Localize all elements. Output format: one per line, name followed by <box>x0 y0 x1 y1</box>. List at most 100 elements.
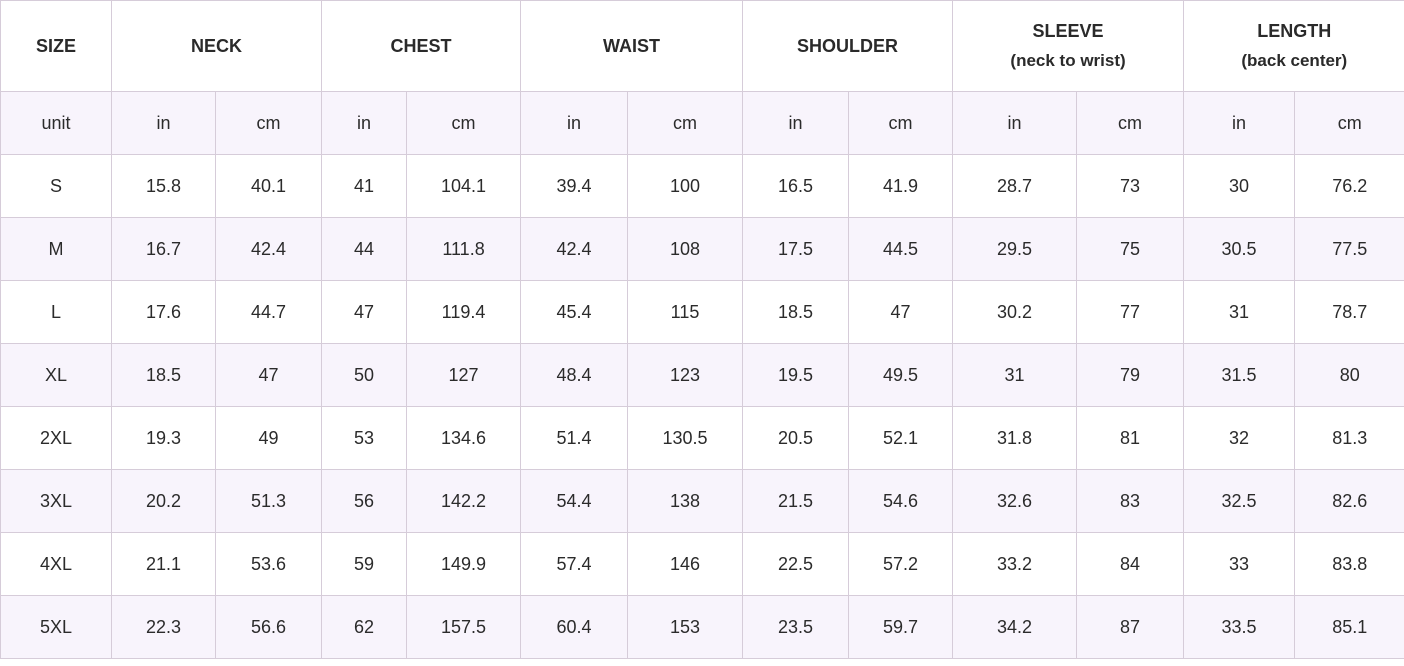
measurement-cell: 45.4 <box>520 280 629 344</box>
measurement-cell: 157.5 <box>406 595 522 659</box>
unit-cm: cm <box>1294 91 1404 155</box>
measurement-cell: 47 <box>214 343 323 407</box>
header-length: LENGTH (back center) <box>1183 0 1404 92</box>
measurement-cell: 18.5 <box>742 280 850 344</box>
table-row: 4XL 21.1 53.6 59 149.9 57.4 146 22.5 57.2 33.2 84 3… <box>0 532 1404 596</box>
measurement-cell: 19.3 <box>111 406 216 470</box>
measurement-cell: 21.1 <box>111 532 216 596</box>
unit-in: in <box>111 91 216 155</box>
size-cell: XL <box>0 343 112 407</box>
size-cell: 4XL <box>0 532 112 596</box>
measurement-cell: 81 <box>1076 406 1185 470</box>
measurement-cell: 49.5 <box>848 343 954 407</box>
unit-label: unit <box>0 91 112 155</box>
measurement-cell: 52.1 <box>848 406 954 470</box>
measurement-cell: 31.8 <box>952 406 1078 470</box>
measurement-cell: 73 <box>1076 154 1185 218</box>
measurement-cell: 33.2 <box>952 532 1078 596</box>
measurement-cell: 41 <box>321 154 408 218</box>
measurement-cell: 81.3 <box>1294 406 1404 470</box>
unit-row: unit in cm in cm in cm in cm in cm in cm <box>0 91 1404 155</box>
unit-cm: cm <box>848 91 954 155</box>
header-sleeve-subtitle: (neck to wrist) <box>1010 51 1126 70</box>
measurement-cell: 104.1 <box>406 154 522 218</box>
measurement-cell: 42.4 <box>520 217 629 281</box>
measurement-cell: 142.2 <box>406 469 522 533</box>
measurement-cell: 20.5 <box>742 406 850 470</box>
measurement-cell: 123 <box>627 343 744 407</box>
measurement-cell: 134.6 <box>406 406 522 470</box>
measurement-cell: 83.8 <box>1294 532 1404 596</box>
table-row: L 17.6 44.7 47 119.4 45.4 115 18.5 47 30.2 77 31 78.… <box>0 280 1404 344</box>
measurement-cell: 33.5 <box>1183 595 1296 659</box>
measurement-cell: 54.4 <box>520 469 629 533</box>
measurement-cell: 47 <box>321 280 408 344</box>
measurement-cell: 16.5 <box>742 154 850 218</box>
unit-in: in <box>742 91 850 155</box>
measurement-cell: 17.6 <box>111 280 216 344</box>
measurement-cell: 47 <box>848 280 954 344</box>
measurement-cell: 77 <box>1076 280 1185 344</box>
measurement-cell: 85.1 <box>1294 595 1404 659</box>
unit-in: in <box>1183 91 1296 155</box>
measurement-cell: 30.5 <box>1183 217 1296 281</box>
header-chest: CHEST <box>321 0 522 92</box>
measurement-cell: 41.9 <box>848 154 954 218</box>
size-cell: L <box>0 280 112 344</box>
header-size: SIZE <box>0 0 112 92</box>
measurement-cell: 75 <box>1076 217 1185 281</box>
measurement-cell: 80 <box>1294 343 1404 407</box>
measurement-cell: 31.5 <box>1183 343 1296 407</box>
measurement-cell: 111.8 <box>406 217 522 281</box>
measurement-cell: 77.5 <box>1294 217 1404 281</box>
measurement-cell: 60.4 <box>520 595 629 659</box>
unit-cm: cm <box>406 91 522 155</box>
measurement-cell: 130.5 <box>627 406 744 470</box>
table-row: S 15.8 40.1 41 104.1 39.4 100 16.5 41.9 28.7 73 30 7… <box>0 154 1404 218</box>
size-cell: 3XL <box>0 469 112 533</box>
measurement-cell: 34.2 <box>952 595 1078 659</box>
measurement-cell: 29.5 <box>952 217 1078 281</box>
measurement-cell: 30.2 <box>952 280 1078 344</box>
measurement-cell: 39.4 <box>520 154 629 218</box>
measurement-cell: 115 <box>627 280 744 344</box>
measurement-cell: 15.8 <box>111 154 216 218</box>
measurement-cell: 84 <box>1076 532 1185 596</box>
header-sleeve: SLEEVE (neck to wrist) <box>952 0 1185 92</box>
measurement-cell: 31 <box>952 343 1078 407</box>
measurement-cell: 76.2 <box>1294 154 1404 218</box>
measurement-cell: 31 <box>1183 280 1296 344</box>
header-waist: WAIST <box>520 0 744 92</box>
measurement-cell: 18.5 <box>111 343 216 407</box>
measurement-cell: 79 <box>1076 343 1185 407</box>
table-body: unit in cm in cm in cm in cm in cm in cm… <box>0 91 1404 659</box>
header-sleeve-title: SLEEVE <box>1032 21 1104 41</box>
header-length-subtitle: (back center) <box>1241 51 1348 70</box>
measurement-cell: 22.3 <box>111 595 216 659</box>
size-cell: S <box>0 154 112 218</box>
measurement-cell: 119.4 <box>406 280 522 344</box>
size-cell: M <box>0 217 112 281</box>
measurement-cell: 20.2 <box>111 469 216 533</box>
measurement-cell: 44.7 <box>214 280 323 344</box>
table-row: XL 18.5 47 50 127 48.4 123 19.5 49.5 31 79 31.5 80 <box>0 343 1404 407</box>
header-length-title: LENGTH <box>1257 21 1332 41</box>
measurement-cell: 23.5 <box>742 595 850 659</box>
unit-cm: cm <box>627 91 744 155</box>
header-shoulder: SHOULDER <box>742 0 954 92</box>
measurement-cell: 59 <box>321 532 408 596</box>
unit-cm: cm <box>214 91 323 155</box>
table-row: 2XL 19.3 49 53 134.6 51.4 130.5 20.5 52.1 31.8 81 3… <box>0 406 1404 470</box>
measurement-cell: 48.4 <box>520 343 629 407</box>
header-row: SIZE NECK CHEST WAIST SHOULDER SLEEVE (n… <box>0 0 1404 92</box>
table-row: 3XL 20.2 51.3 56 142.2 54.4 138 21.5 54.6 32.6 83 3… <box>0 469 1404 533</box>
measurement-cell: 17.5 <box>742 217 850 281</box>
measurement-cell: 57.2 <box>848 532 954 596</box>
measurement-cell: 54.6 <box>848 469 954 533</box>
measurement-cell: 53 <box>321 406 408 470</box>
measurement-cell: 127 <box>406 343 522 407</box>
measurement-cell: 19.5 <box>742 343 850 407</box>
measurement-cell: 146 <box>627 532 744 596</box>
measurement-cell: 62 <box>321 595 408 659</box>
